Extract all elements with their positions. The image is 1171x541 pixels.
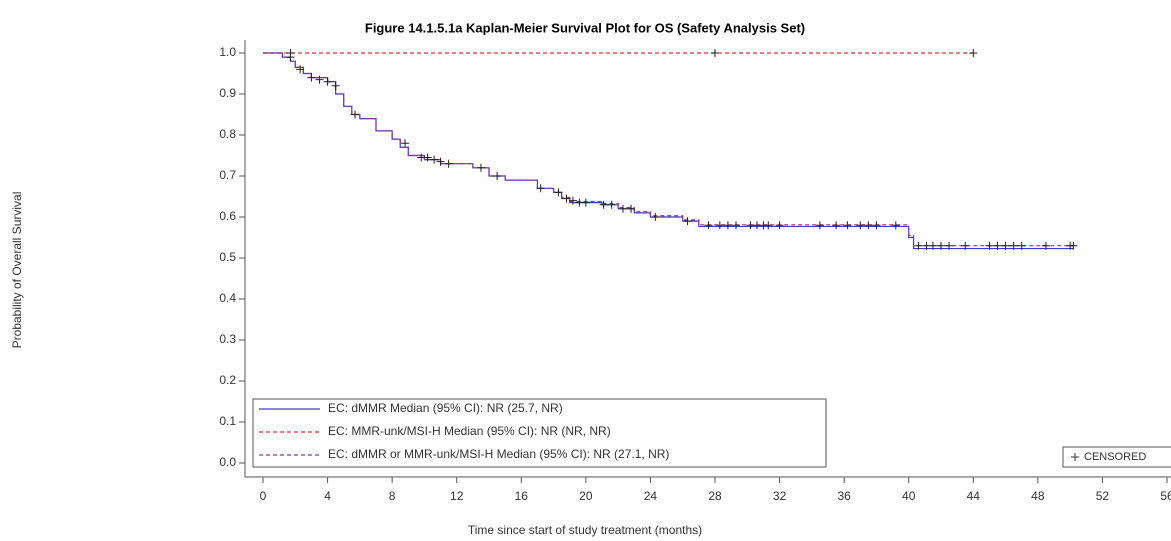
x-tick-label: 40 [902, 489, 916, 503]
censor-mark [891, 221, 900, 230]
censor-mark [775, 221, 784, 230]
x-tick-label: 56 [1160, 489, 1171, 503]
censor-mark [731, 221, 740, 230]
y-tick-label: 0.3 [219, 332, 236, 346]
censor-mark [843, 221, 852, 230]
censor-mark [1017, 241, 1026, 250]
y-tick-label: 0.2 [219, 373, 236, 387]
censor-mark [307, 73, 316, 82]
censored-legend-symbol [1071, 453, 1079, 461]
y-tick-label: 0.0 [219, 455, 236, 469]
censor-mark [1041, 241, 1050, 250]
y-tick-label: 0.8 [219, 127, 236, 141]
x-axis-label: Time since start of study treatment (mon… [468, 523, 702, 537]
censor-mark [969, 49, 978, 57]
x-tick-label: 52 [1096, 489, 1110, 503]
x-tick-label: 28 [708, 489, 722, 503]
y-axis-label: Probability of Overall Survival [10, 192, 24, 349]
censor-mark [683, 217, 692, 226]
censor-mark [937, 241, 945, 250]
censor-mark [331, 81, 340, 90]
censor-mark [351, 110, 360, 119]
censor-mark [715, 221, 724, 230]
censor-mark [815, 221, 824, 230]
censor-mark [423, 153, 432, 162]
censor-mark [599, 200, 608, 209]
chart-title: Figure 14.1.5.1a Kaplan-Meier Survival P… [365, 20, 805, 35]
censor-mark [723, 221, 732, 230]
censor-mark [444, 159, 453, 168]
censor-mark [296, 65, 305, 74]
x-tick-label: 48 [1031, 489, 1045, 503]
censor-mark [581, 198, 590, 207]
y-tick-label: 0.9 [219, 86, 236, 100]
censor-mark [554, 188, 563, 197]
censor-mark [711, 49, 719, 57]
censor-mark [704, 221, 713, 230]
censor-mark [476, 163, 485, 172]
censor-mark [436, 157, 445, 166]
censor-mark [914, 241, 923, 250]
x-tick-label: 8 [389, 489, 396, 503]
legend-box [252, 398, 827, 468]
x-tick-label: 12 [450, 489, 464, 503]
censored-legend-label: CENSORED [1084, 451, 1146, 463]
censor-mark [536, 184, 545, 193]
censor-mark [651, 213, 660, 221]
x-tick-label: 4 [324, 489, 331, 503]
legend-label: EC: dMMR or MMR-unk/MSI-H Median (95% CI… [328, 447, 669, 461]
x-tick-label: 24 [644, 489, 658, 503]
censor-mark [618, 204, 627, 213]
censor-mark [993, 241, 1002, 250]
censor-mark [1069, 241, 1078, 250]
censor-mark [562, 194, 571, 203]
legend-label: EC: MMR-unk/MSI-H Median (95% CI): NR (N… [328, 424, 611, 438]
x-tick-label: 32 [773, 489, 787, 503]
censor-mark [764, 221, 773, 230]
censor-mark [401, 139, 410, 148]
survival-curve [263, 52, 1074, 250]
censor-mark [286, 49, 295, 57]
censored-legend-box [1062, 446, 1171, 468]
y-tick-label: 0.5 [219, 250, 236, 264]
censor-mark [864, 221, 873, 230]
y-tick-label: 0.4 [219, 291, 236, 305]
x-tick-label: 20 [579, 489, 593, 503]
censor-mark [832, 221, 841, 230]
censor-mark [607, 200, 616, 209]
x-tick-label: 44 [967, 489, 981, 503]
legend-label: EC: dMMR Median (95% CI): NR (25.7, NR) [328, 401, 563, 415]
censor-mark [961, 241, 970, 250]
censor-mark [430, 155, 439, 164]
censor-mark [323, 77, 332, 86]
x-tick-label: 16 [515, 489, 529, 503]
y-tick-label: 0.6 [219, 209, 236, 223]
censor-mark [856, 221, 865, 230]
x-tick-label: 0 [260, 489, 267, 503]
y-tick-label: 1.0 [219, 45, 236, 59]
y-tick-label: 0.1 [219, 414, 236, 428]
censor-mark [627, 204, 636, 213]
censor-mark [945, 241, 954, 250]
censor-mark [872, 221, 881, 230]
censor-mark [985, 241, 994, 250]
censor-mark [928, 241, 937, 250]
censor-mark [568, 196, 577, 205]
censor-mark [1001, 241, 1010, 250]
censor-mark [493, 172, 502, 180]
censor-mark [315, 75, 324, 84]
censor-mark [1009, 241, 1018, 250]
y-tick-label: 0.7 [219, 168, 236, 182]
x-tick-label: 36 [837, 489, 851, 503]
